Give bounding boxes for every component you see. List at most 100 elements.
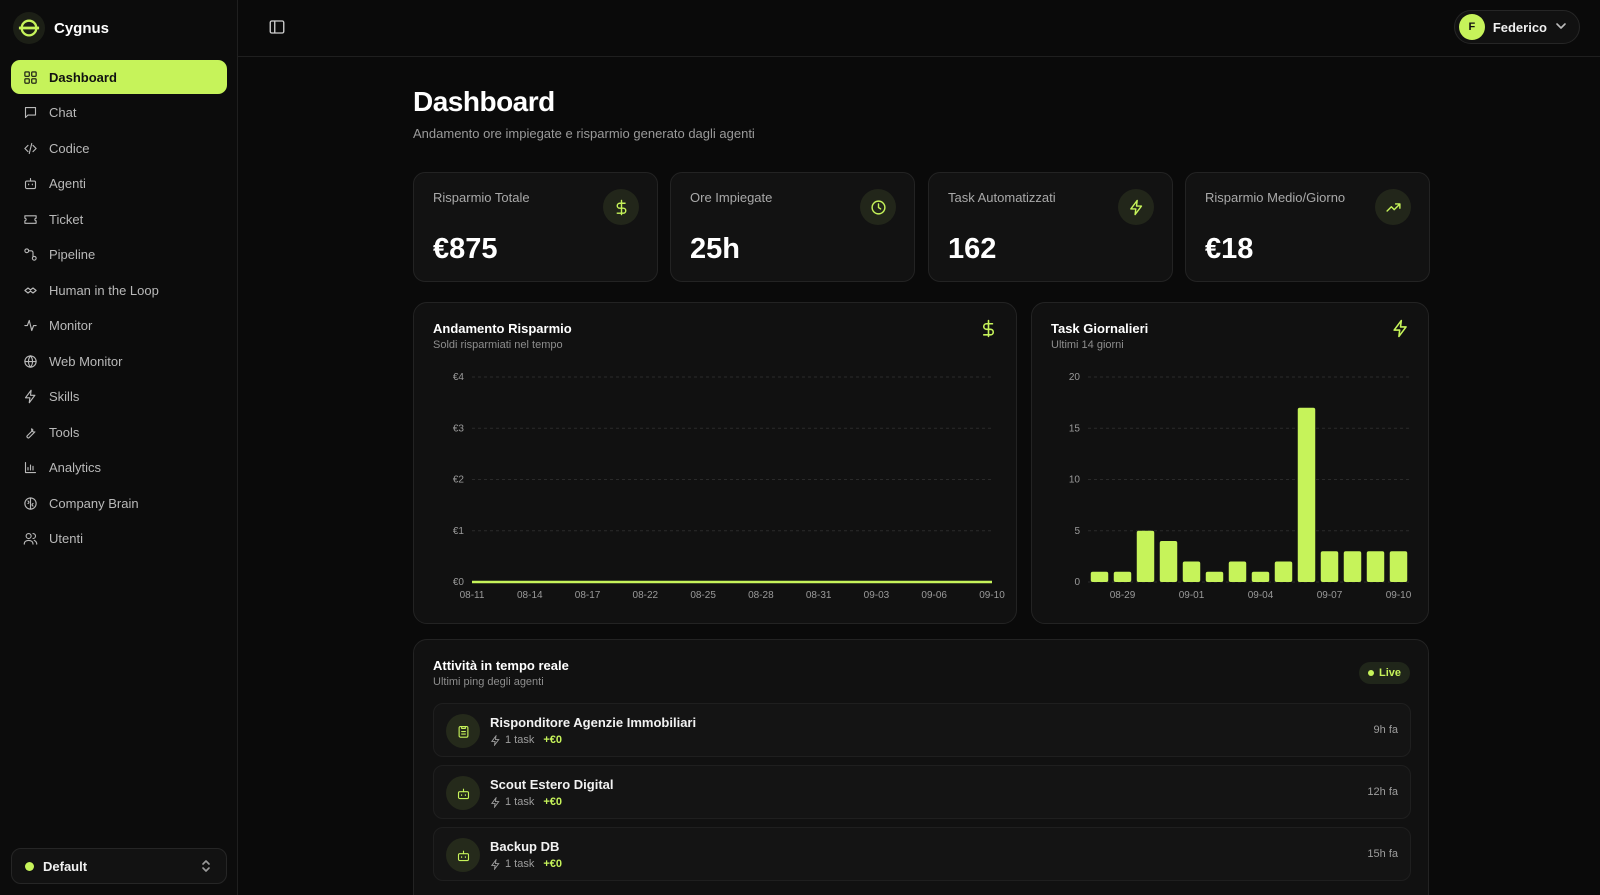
sidebar-item-pipeline[interactable]: Pipeline — [11, 238, 227, 272]
lightning-icon — [22, 389, 38, 405]
activity-task-count: 1 task — [505, 734, 535, 746]
lightning-icon — [490, 734, 500, 746]
sidebar-item-codice[interactable]: Codice — [11, 131, 227, 165]
sidebar-item-analytics[interactable]: Analytics — [11, 451, 227, 485]
wrench-icon — [22, 424, 38, 440]
activity-meta: 1 task +€0 — [490, 734, 562, 746]
sidebar-item-dashboard[interactable]: Dashboard — [11, 60, 227, 94]
stat-value: 162 — [948, 233, 997, 265]
sidebar-item-label: Codice — [49, 140, 90, 156]
x-tick-label: 08-25 — [690, 590, 716, 601]
sidebar-item-tools[interactable]: Tools — [11, 415, 227, 449]
brand[interactable]: Cygnus — [13, 12, 109, 44]
x-tick-label: 08-14 — [517, 590, 543, 601]
activity-gain: +€0 — [543, 858, 563, 870]
y-tick-label: €1 — [453, 526, 465, 537]
activity-row[interactable]: Backup DB 1 task +€0 15h fa — [433, 827, 1411, 881]
x-tick-label: 08-31 — [806, 590, 832, 601]
sidebar-item-human-in-the-loop[interactable]: Human in the Loop — [11, 273, 227, 307]
cygnus-logo-icon — [13, 12, 45, 44]
handshake-icon — [22, 282, 38, 298]
x-tick-label: 09-10 — [979, 590, 1005, 601]
y-tick-label: 5 — [1074, 526, 1080, 537]
activity-panel: Attività in tempo reale Ultimi ping degl… — [413, 639, 1429, 895]
user-menu-button[interactable]: F Federico — [1453, 10, 1580, 44]
chevron-down-icon — [1555, 20, 1567, 35]
sidebar-item-label: Monitor — [49, 318, 93, 333]
sidebar-item-monitor[interactable]: Monitor — [11, 309, 227, 343]
activity-gain: +€0 — [543, 734, 563, 746]
page-subtitle: Andamento ore impiegate e risparmio gene… — [413, 126, 755, 141]
panel-title: Attività in tempo reale — [433, 658, 569, 673]
stat-card-risparmio-totale: Risparmio Totale €875 — [413, 172, 658, 282]
stat-value: €875 — [433, 233, 498, 265]
sidebar-item-utenti[interactable]: Utenti — [11, 522, 227, 556]
stat-label: Risparmio Totale — [433, 190, 530, 205]
sidebar-item-label: Chat — [49, 105, 77, 120]
sidebar-item-label: Agenti — [49, 176, 86, 191]
sidebar-item-label: Analytics — [49, 460, 102, 475]
tasks-bar-chart: 0 5 10 15 20 08-29 09-01 09-04 09-07 09-10 — [1069, 372, 1412, 601]
panel-subtitle: Ultimi ping degli agenti — [433, 676, 544, 688]
panel-title: Andamento Risparmio — [433, 321, 572, 336]
tasks-chart-panel: Task Giornalieri Ultimi 14 giorni 0 5 10 15… — [1031, 302, 1429, 624]
bar — [1343, 551, 1362, 582]
activity-task-count: 1 task — [505, 796, 535, 808]
sidebar-item-agenti[interactable]: Agenti — [11, 167, 227, 201]
activity-task-count: 1 task — [505, 858, 535, 870]
activity-row[interactable]: Scout Estero Digital 1 task +€0 12h fa — [433, 765, 1411, 819]
x-tick-label: 09-06 — [921, 590, 947, 601]
bar — [1228, 561, 1247, 582]
dollar-icon — [979, 319, 998, 341]
robot-icon — [446, 776, 480, 810]
x-tick-label: 08-11 — [460, 590, 485, 601]
sidebar-item-skills[interactable]: Skills — [11, 380, 227, 414]
robot-icon — [446, 838, 480, 872]
trending-up-icon — [1375, 189, 1411, 225]
sidebar-item-ticket[interactable]: Ticket — [11, 202, 227, 236]
x-tick-label: 08-17 — [575, 590, 601, 601]
sidebar-item-company-brain[interactable]: Company Brain — [11, 486, 227, 520]
sidebar-item-label: Pipeline — [49, 247, 96, 262]
clock-icon — [860, 189, 896, 225]
activity-icon — [22, 318, 38, 334]
y-tick-label: 15 — [1069, 423, 1081, 434]
live-label: Live — [1378, 667, 1401, 679]
bar — [1366, 551, 1385, 582]
activity-time: 15h fa — [1367, 848, 1398, 860]
bar — [1205, 571, 1224, 582]
sidebar-item-label: Tools — [49, 424, 80, 440]
message-icon — [22, 105, 38, 121]
bar — [1389, 551, 1408, 582]
panel-title: Task Giornalieri — [1051, 321, 1149, 336]
bar — [1320, 551, 1339, 582]
sidebar-item-label: Dashboard — [49, 69, 117, 85]
stat-card-risparmio-medio: Risparmio Medio/Giorno €18 — [1185, 172, 1430, 282]
sidebar-item-web-monitor[interactable]: Web Monitor — [11, 344, 227, 378]
live-badge: Live — [1358, 662, 1410, 684]
sidebar-item-chat[interactable]: Chat — [11, 96, 227, 130]
activity-row[interactable]: Risponditore Agenzie Immobiliari 1 task … — [433, 703, 1411, 757]
x-tick-label: 09-03 — [864, 590, 890, 601]
sidebar-item-label: Utenti — [49, 531, 83, 546]
bar — [1182, 561, 1201, 582]
activity-meta: 1 task +€0 — [490, 796, 562, 808]
sidebar: Cygnus Dashboard Chat Codice Agenti Tick… — [0, 0, 238, 895]
sidebar-toggle-icon[interactable] — [268, 18, 286, 36]
page-title: Dashboard — [413, 86, 555, 117]
bar — [1159, 541, 1178, 582]
ticket-icon — [22, 211, 38, 227]
pipeline-icon — [22, 247, 38, 263]
savings-chart-panel: Andamento Risparmio Soldi risparmiati ne… — [413, 302, 1017, 624]
activity-meta: 1 task +€0 — [490, 858, 562, 870]
activity-time: 9h fa — [1373, 724, 1398, 736]
activity-gain: +€0 — [543, 796, 563, 808]
sidebar-item-label: Human in the Loop — [49, 282, 159, 298]
avatar: F — [1458, 14, 1485, 40]
workspace-selector[interactable]: Default — [11, 848, 227, 884]
sidebar-nav: Dashboard Chat Codice Agenti Ticket Pipe… — [11, 60, 227, 557]
bar — [1113, 571, 1132, 582]
robot-icon — [22, 176, 38, 192]
x-tick-label: 09-01 — [1179, 590, 1205, 601]
stat-card-ore-impiegate: Ore Impiegate 25h — [670, 172, 915, 282]
